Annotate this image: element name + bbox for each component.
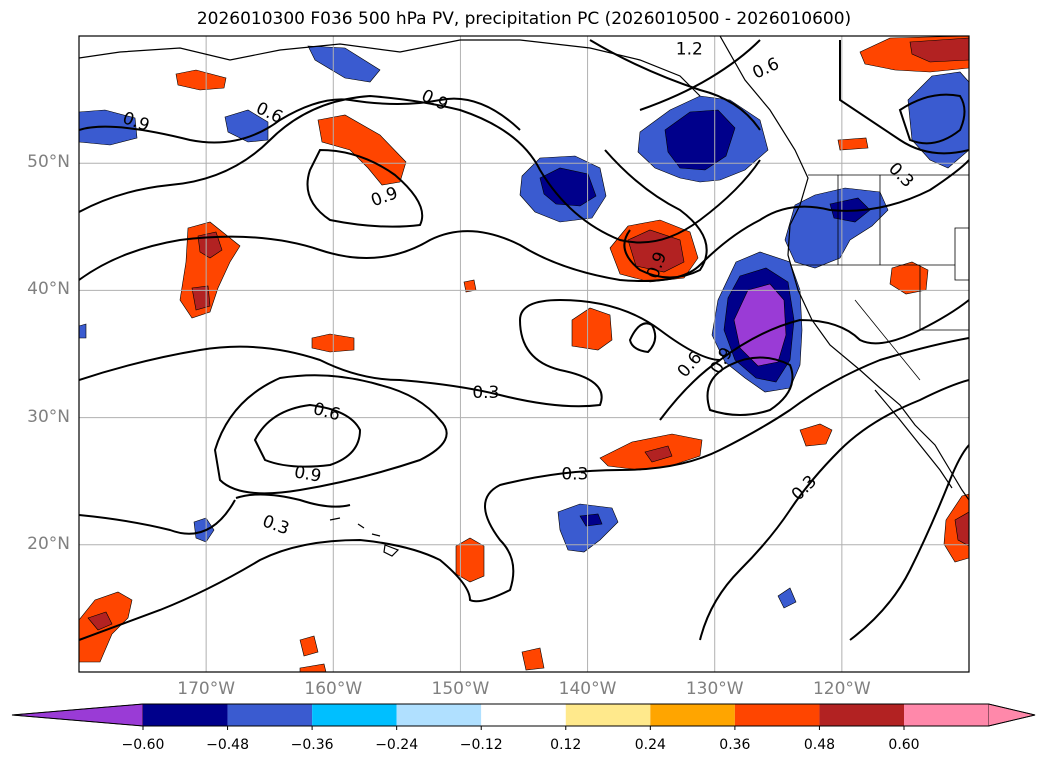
pos-anomaly-bottom-left-core [87,611,113,631]
map-title: 2026010300 F036 500 hPa PV, precipitatio… [196,9,852,29]
latitude-tick-label: 40°N [27,279,70,300]
pv-contour-0.3-southwest [79,493,351,535]
pos-anomaly-small-5 [837,137,869,151]
contour-label: 0.9 [293,462,323,486]
colorbar-bin [312,704,397,726]
colorbar-bin [650,704,735,726]
colorbar-extend-max [988,703,1036,727]
pv-contour-loop-ne-pacific [628,322,657,354]
colorbar-outline [11,703,1036,727]
pos-anomaly-small-1 [299,635,319,657]
longitude-tick-label: 130°W [685,679,744,699]
pv-contour-0.9-gulf [604,149,708,279]
pv-contour-0.6-subtropical-east [659,299,969,421]
colorbar-bin [396,704,482,726]
latitude-tick-label: 30°N [27,406,70,427]
neg-anomaly-california-coast-max [733,283,787,367]
pv-contour-0.9-loop [306,148,424,228]
colorbar-extend-min [11,703,144,727]
colorbar-tick-label: 0.48 [803,737,836,753]
pos-anomaly-135w-27n-core [644,445,673,463]
baja-california [874,389,953,489]
colorbar-tick-label: −0.24 [375,737,419,753]
gridlines [79,36,969,672]
neg-anomaly-north-edge [307,45,381,83]
latitude-tick-label: 20°N [27,533,70,554]
longitude-tick-label: 120°W [812,679,871,699]
pos-anomaly-140w-37n [571,307,613,351]
hawaii-islands [329,517,400,557]
colorbar-tick-label: 0.24 [634,737,666,753]
colorbar-tick-label: 0.60 [888,737,920,753]
longitude-tick-label: 160°W [304,679,363,699]
colorbar [11,703,1036,730]
colorbar-bin [227,704,313,726]
pv-contour-0.9-inner [253,403,362,468]
contour-label: 1.2 [676,40,703,60]
pv-contour-0.9-california [706,356,794,416]
pv-contours [79,39,969,641]
colorbar-tick-label: −0.60 [121,737,165,753]
neg-anomaly-small-1 [777,587,797,609]
colorbar-tick-label: 0.36 [719,737,751,753]
colorbar-bin [143,704,228,726]
pos-anomaly-small-3 [299,663,327,672]
contour-label: 0.3 [472,383,499,403]
colorbar-tick-label: −0.48 [206,737,249,753]
longitude-tick-label: 150°W [431,679,490,699]
colorbar-bin [481,704,566,726]
pos-anomaly-top-right-core [909,37,969,63]
neg-anomaly-140w-22n-core [579,513,603,527]
pos-anomaly-170w-58n [175,69,227,91]
pv-contour-0.3-north [79,159,969,282]
pos-anomaly-mexico-coast-core [954,511,969,547]
pv-contour-0.3-southeast [699,379,969,641]
pv-contour-1.2 [589,39,761,131]
longitude-tick-label: 140°W [558,679,617,699]
pv-contour-0.9-north [79,97,521,144]
latitude-tick-label: 50°N [27,152,70,173]
colorbar-bin [819,704,904,726]
pv-contour-0.6-alaska [639,39,761,111]
pv-contour-0.3-east [839,40,969,155]
colorbar-bin [565,704,651,726]
pv-contour-0.6-loop-subtropical [213,374,448,495]
pos-anomaly-122w-29n [799,423,833,447]
colorbar-tick-label: 0.12 [550,737,582,753]
neg-anomaly-small-2 [79,323,87,339]
neg-anomaly-bc-coast-core [664,109,736,171]
precipitation-shading [79,36,969,672]
pos-anomaly-small-2 [521,647,545,671]
alaska-coast [79,39,701,97]
pv-contour-0.3-central [79,298,721,408]
colorbar-tick-label: −0.36 [290,737,334,753]
colorbar-tick-label: −0.12 [459,737,503,753]
colorbar-bin [734,704,820,726]
longitude-tick-label: 170°W [177,679,236,699]
pv-contour-0.3-south [79,337,969,641]
map-background [79,36,969,672]
pv-contour-0.6-northwest [79,94,761,244]
contour-label: 0.3 [561,465,588,485]
pv-contour-0.3-canada-loop [898,93,966,145]
map-frame [78,35,970,673]
colorbar-bin [904,704,989,726]
